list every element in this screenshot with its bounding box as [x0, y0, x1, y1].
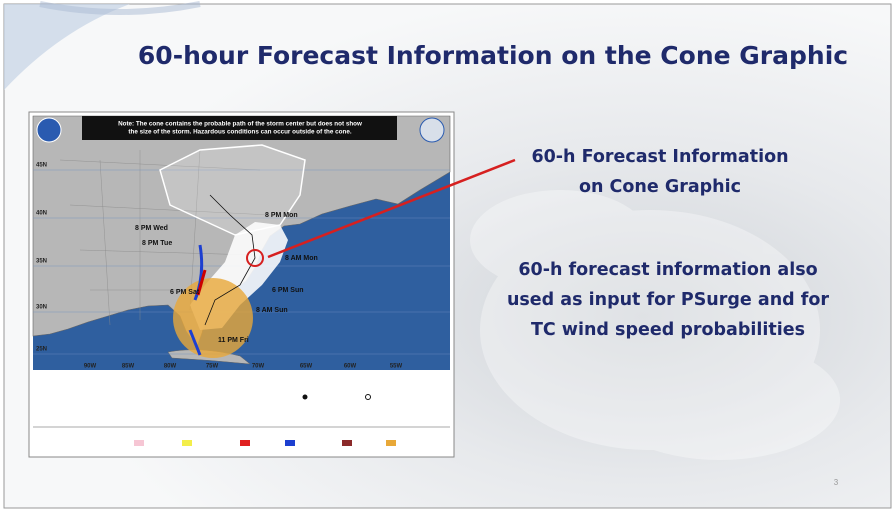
- cone-day-4-5: [159, 144, 306, 236]
- body-line: TC wind speed probabilities: [531, 320, 805, 340]
- body-line: used as input for PSurge and for: [507, 290, 829, 310]
- cone-graphic: Note: The cone contains the probable pat…: [28, 111, 516, 458]
- longitude-label: 75W: [206, 364, 219, 370]
- callout-line: on Cone Graphic: [579, 177, 741, 197]
- storm-clouds: [470, 190, 840, 460]
- warning-hurricane: [196, 269, 207, 296]
- callout-line: 60-h Forecast Information: [531, 147, 788, 167]
- noaa-logo: [36, 117, 62, 143]
- note-line: the size of the storm. Hazardous conditi…: [128, 129, 351, 136]
- longitude-label: 85W: [122, 364, 135, 370]
- latitude-label: 45N: [36, 163, 47, 169]
- corner-swirl: [4, 4, 130, 90]
- forecast-label: 8 AM Sun: [256, 307, 288, 314]
- warning-trop-stm: [188, 244, 204, 356]
- nws-logo: [419, 117, 445, 143]
- latitude-label: 40N: [36, 211, 47, 217]
- longitude-label: 60W: [344, 364, 357, 370]
- highlight-circle: [246, 249, 264, 267]
- forecast-label: 6 PM Sat: [170, 289, 200, 296]
- longitude-label: 90W: [84, 364, 97, 370]
- longitude-label: 80W: [164, 364, 177, 370]
- latitude-label: 35N: [36, 259, 47, 265]
- slide-number: 3: [834, 478, 839, 487]
- forecast-label: 8 AM Mon: [285, 255, 318, 262]
- note-line: Note: The cone contains the probable pat…: [118, 121, 362, 128]
- forecast-label: 11 PM Fri: [218, 337, 249, 344]
- latitude-label: 25N: [36, 347, 47, 353]
- callout-arrow: [267, 158, 516, 259]
- state-lines: [59, 149, 271, 326]
- note-bar: [82, 116, 397, 140]
- legend-swatches: [134, 394, 396, 446]
- longitude-label: 55W: [390, 364, 403, 370]
- corner-swirl-line: [39, 1, 201, 15]
- track: [204, 194, 256, 326]
- body-line: 60-h forecast information also: [518, 260, 817, 280]
- forecast-label: 8 PM Wed: [135, 225, 168, 232]
- forecast-label: 8 PM Tue: [142, 240, 172, 247]
- slide-title: 60-hour Forecast Information on the Cone…: [138, 41, 848, 70]
- forecast-label: 8 PM Mon: [265, 212, 298, 219]
- forecast-label: 6 PM Sun: [272, 287, 304, 294]
- longitude-label: 65W: [300, 364, 313, 370]
- longitude-label: 70W: [252, 364, 265, 370]
- latitude-label: 30N: [36, 305, 47, 311]
